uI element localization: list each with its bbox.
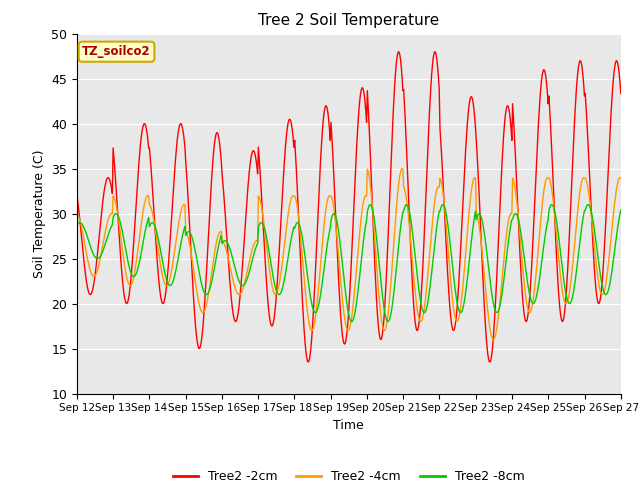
Tree2 -4cm <box>194 295 202 301</box>
Line: Tree2 -2cm: Tree2 -2cm <box>77 52 621 362</box>
Tree2 -8cm <box>83 232 90 238</box>
Line: Tree2 -8cm: Tree2 -8cm <box>77 204 621 322</box>
Tree2 -4cm <box>490 336 497 342</box>
Tree2 -4cm <box>398 166 406 171</box>
Tree2 -4cm <box>73 211 81 217</box>
Tree2 -8cm <box>223 239 230 244</box>
Tree2 -2cm <box>139 125 147 131</box>
Y-axis label: Soil Temperature (C): Soil Temperature (C) <box>33 149 45 278</box>
Line: Tree2 -4cm: Tree2 -4cm <box>77 168 621 339</box>
Tree2 -2cm <box>223 232 230 238</box>
Tree2 -4cm <box>617 175 625 181</box>
Tree2 -4cm <box>223 249 230 254</box>
Tree2 -2cm <box>433 52 440 58</box>
Tree2 -8cm <box>431 235 439 240</box>
Legend: Tree2 -2cm, Tree2 -4cm, Tree2 -8cm: Tree2 -2cm, Tree2 -4cm, Tree2 -8cm <box>168 465 529 480</box>
Tree2 -8cm <box>617 207 625 213</box>
Tree2 -8cm <box>194 262 202 268</box>
Text: TZ_soilco2: TZ_soilco2 <box>82 45 151 58</box>
Tree2 -8cm <box>416 292 424 298</box>
Tree2 -2cm <box>83 280 90 286</box>
X-axis label: Time: Time <box>333 419 364 432</box>
Tree2 -2cm <box>305 359 312 365</box>
Tree2 -2cm <box>416 316 424 322</box>
Tree2 -8cm <box>139 242 147 248</box>
Title: Tree 2 Soil Temperature: Tree 2 Soil Temperature <box>258 13 440 28</box>
Tree2 -8cm <box>584 202 592 207</box>
Tree2 -2cm <box>73 191 81 196</box>
Tree2 -4cm <box>83 252 90 257</box>
Tree2 -4cm <box>431 193 439 199</box>
Tree2 -2cm <box>617 91 625 96</box>
Tree2 -8cm <box>73 222 81 228</box>
Tree2 -4cm <box>139 211 147 217</box>
Tree2 -8cm <box>348 319 355 324</box>
Tree2 -2cm <box>194 342 202 348</box>
Tree2 -2cm <box>431 49 438 55</box>
Tree2 -4cm <box>416 317 424 323</box>
